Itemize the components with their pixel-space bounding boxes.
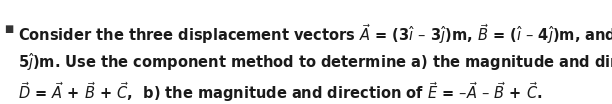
Text: $\vec{D}$ = $\vec{A}$ + $\vec{B}$ + $\vec{C}$,  b) the magnitude and direction o: $\vec{D}$ = $\vec{A}$ + $\vec{B}$ + $\ve… <box>18 80 543 104</box>
Text: ■: ■ <box>4 24 13 34</box>
Text: Consider the three displacement vectors $\vec{A}$ = (3$\hat{\imath}$ – 3$\hat{\j: Consider the three displacement vectors … <box>18 22 612 46</box>
Text: 5$\hat{\jmath}$)m. Use the component method to determine a) the magnitude and di: 5$\hat{\jmath}$)m. Use the component met… <box>18 51 612 73</box>
